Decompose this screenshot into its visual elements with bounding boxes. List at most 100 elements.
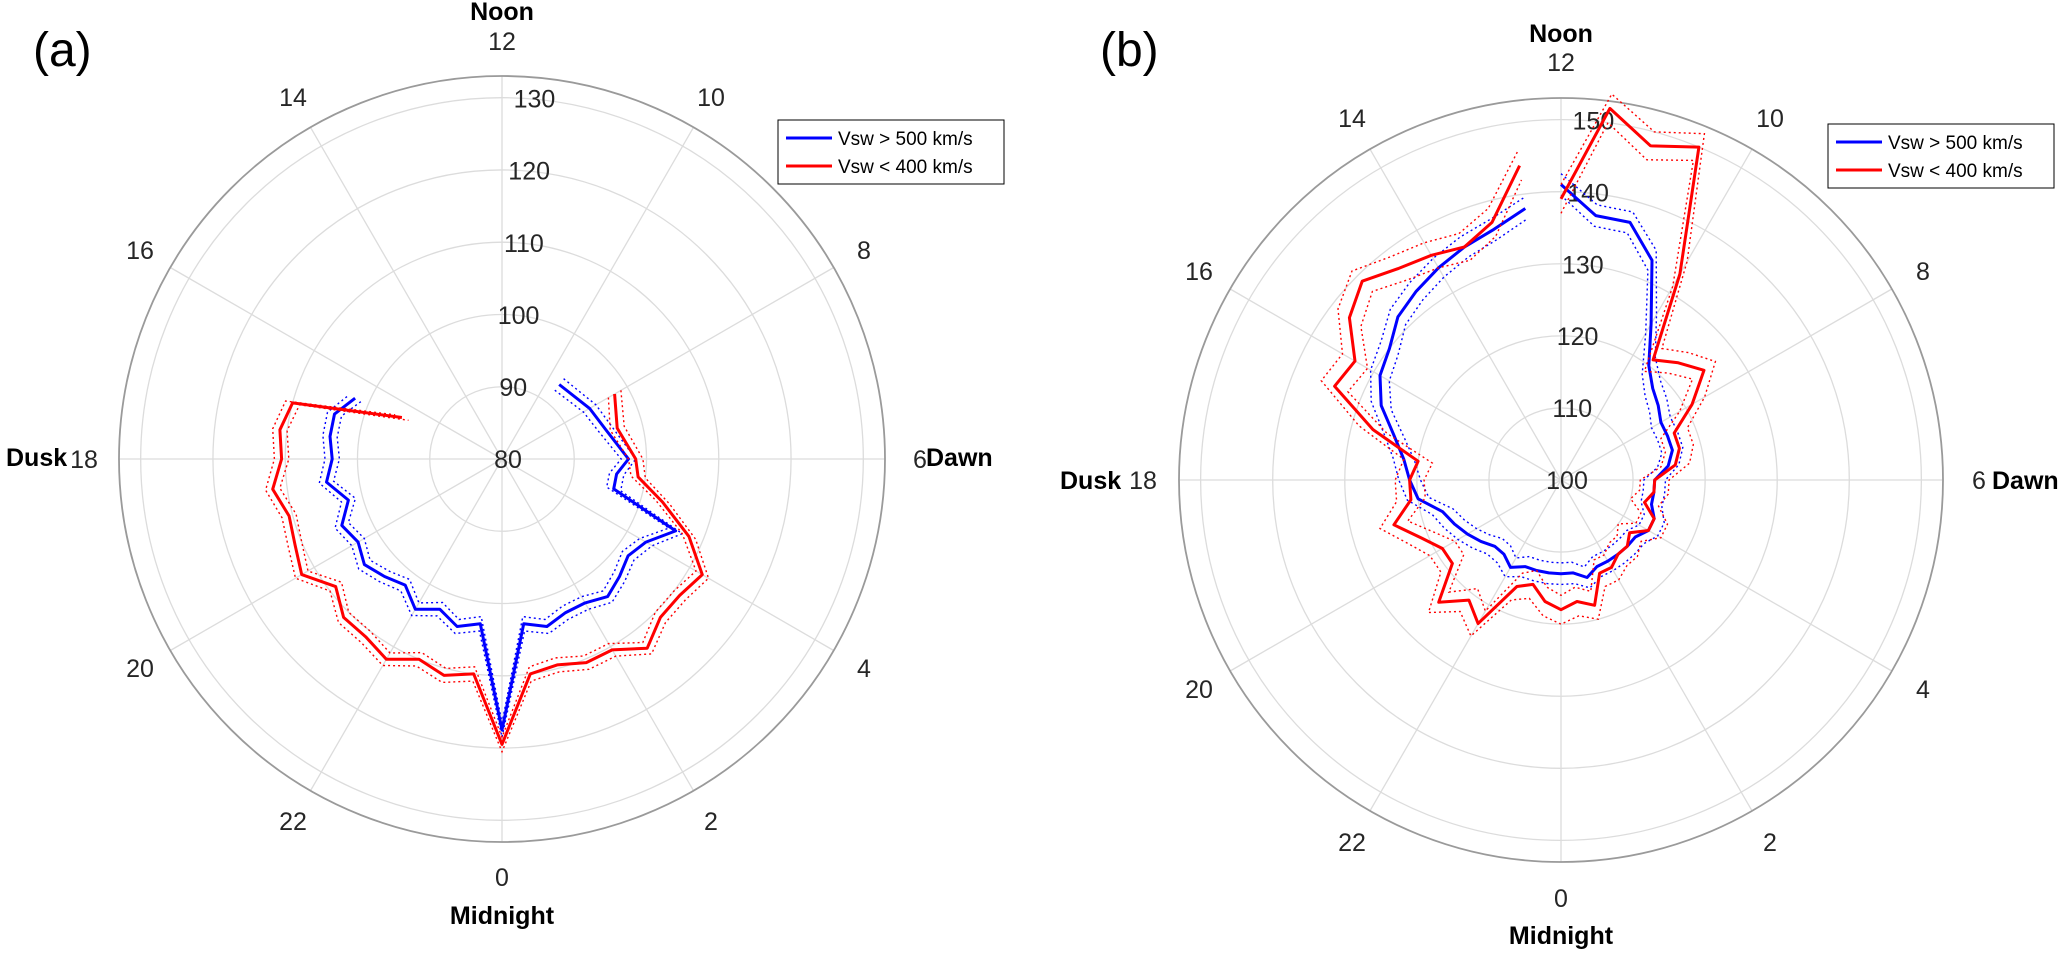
angular-tick-label: 22 [279,808,307,836]
series-red-line-a [271,393,704,746]
series-blue-lower-bound-a [332,389,671,723]
angular-tick-label: 2 [1763,829,1777,857]
dusk-label-a: Dusk [6,444,67,472]
radial-tick-label: 130 [1562,251,1604,279]
dawn-label-a: Dawn [926,444,993,472]
series-red-line-b [1333,106,1706,626]
angular-tick-label: 14 [279,84,307,112]
ring-140-b [1272,191,1850,769]
ring-120-b [1416,335,1706,625]
radial-tick-label: 120 [508,158,550,186]
angular-tick-label: 18 [70,446,98,474]
panel-label-a: (a) [33,24,92,77]
ring-130-b [1344,263,1778,697]
radial-tick-label: 100 [498,302,540,330]
polar-chart-a: (a) 80901001101201301210864202220181614 … [6,0,1005,930]
angular-tick-label: 22 [1338,829,1366,857]
series-red-upper-bound-a [264,390,710,754]
angular-tick-label: 16 [126,237,154,265]
angular-tick-label: 8 [1916,258,1930,286]
polar-chart-b: (b) 100110120130140150121086420222018161… [1060,20,2059,950]
spoke-16-a [169,266,503,460]
angular-tick-label: 20 [126,655,154,683]
dusk-label-b: Dusk [1060,467,1121,495]
angular-tick-label: 16 [1185,258,1213,286]
ring-110-a [284,241,720,677]
angular-tick-label: 0 [495,864,509,892]
series-group-b [1320,92,1717,638]
angular-tick-label: 12 [488,28,516,56]
panel-label-b: (b) [1100,24,1159,77]
angular-tick-label: 10 [697,84,725,112]
legend-b: Vsw > 500 km/s Vsw < 400 km/s [1827,123,2055,189]
legend-entry-red-b: Vsw < 400 km/s [1888,161,2023,182]
legend-entry-blue-b: Vsw > 500 km/s [1888,133,2023,154]
spoke-8-a [501,266,835,460]
spoke-2-b [1560,479,1753,812]
ring-120-a [212,169,792,749]
series-blue-upper-bound-a [318,378,684,738]
spoke-14-b [1369,148,1562,481]
spoke-10-a [501,126,695,460]
series-blue-line-a [325,383,678,732]
series-group-a [264,378,710,754]
ring-90-a [429,386,575,532]
midnight-label-a: Midnight [450,902,555,930]
ring-150-b [1199,118,1923,842]
spoke-2-a [501,458,695,792]
angular-tick-label: 12 [1547,49,1575,77]
spoke-10-b [1560,148,1753,481]
angular-tick-label: 8 [857,237,871,265]
axis-labels-a: Noon Dawn Midnight Dusk [6,0,993,930]
radial-tick-label: 100 [1546,467,1588,495]
angular-tick-label: 0 [1554,885,1568,913]
angular-tick-label: 6 [913,446,927,474]
radial-tick-label: 130 [514,86,556,114]
series-blue-lower-bound-b [1388,194,1663,568]
angular-tick-label: 10 [1756,105,1784,133]
series-red-upper-bound-b [1320,92,1717,638]
series-blue-upper-bound-b [1369,173,1684,589]
ring-130-a [140,97,864,821]
radial-tick-label: 110 [504,230,544,258]
legend-a: Vsw > 500 km/s Vsw < 400 km/s [777,119,1005,185]
midnight-label-b: Midnight [1509,922,1614,950]
ring-100-a [356,313,648,605]
series-blue-line-b [1378,183,1674,579]
spoke-20-a [169,458,503,652]
angular-tick-label: 20 [1185,676,1213,704]
outer-ring-b [1178,97,1944,863]
spoke-4-b [1560,479,1893,672]
outer-ring-a [118,75,886,843]
angular-tick-label: 4 [857,655,871,683]
spoke-14-a [309,126,503,460]
radial-tick-label: 110 [1552,395,1592,423]
noon-label-b: Noon [1529,20,1593,48]
legend-entry-blue-a: Vsw > 500 km/s [838,129,973,150]
axis-labels-b: Noon Dawn Midnight Dusk [1060,20,2059,950]
spoke-16-b [1229,288,1562,481]
spoke-22-a [309,458,503,792]
series-red-lower-bound-b [1346,121,1695,613]
angular-tick-label: 14 [1338,105,1366,133]
angular-tick-label: 18 [1129,467,1157,495]
angular-tick-label: 6 [1972,467,1986,495]
ring-110-b [1488,407,1634,553]
noon-label-a: Noon [470,0,534,26]
legend-box-b [1827,123,2055,189]
angular-tick-label: 4 [1916,676,1930,704]
spoke-20-b [1229,479,1562,672]
spoke-22-b [1369,479,1562,812]
angular-tick-label: 2 [704,808,718,836]
spoke-8-b [1560,288,1893,481]
dawn-label-b: Dawn [1992,467,2059,495]
legend-entry-red-a: Vsw < 400 km/s [838,157,973,178]
spoke-4-a [501,458,835,652]
legend-box-a [777,119,1005,185]
radial-tick-label: 140 [1567,179,1609,207]
radial-tick-label: 120 [1557,323,1599,351]
radial-tick-label: 80 [494,446,522,474]
